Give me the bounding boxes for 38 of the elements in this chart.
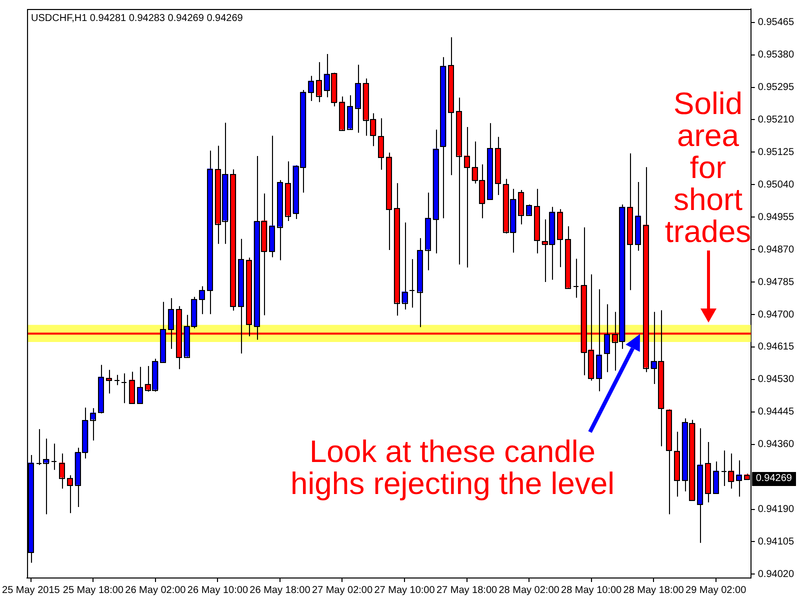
x-tick-label: 28 May 18:00 bbox=[623, 584, 684, 596]
y-tick-label: 0.95380 bbox=[758, 50, 794, 61]
y-tick-label: 0.94955 bbox=[758, 212, 794, 223]
candlestick bbox=[409, 258, 415, 308]
x-tick-label: 27 May 18:00 bbox=[436, 584, 498, 596]
y-tick-label: 0.95295 bbox=[758, 82, 794, 94]
x-tick-label: 26 May 18:00 bbox=[250, 584, 311, 596]
annotation: Solid area for short trades bbox=[664, 86, 752, 249]
y-tick-label: 0.95210 bbox=[758, 114, 794, 126]
candlestick bbox=[114, 374, 120, 386]
candlestick bbox=[121, 372, 127, 404]
x-tick-label: 29 May 02:00 bbox=[686, 584, 747, 596]
text: 0.94269 bbox=[752, 472, 796, 486]
y-tick-label: 0.94785 bbox=[758, 276, 794, 288]
x-tick-label: 25 May 2015 bbox=[2, 584, 60, 596]
y-tick-label: 0.94870 bbox=[758, 244, 794, 256]
x-tick-label: 28 May 02:00 bbox=[498, 584, 560, 596]
y-tick-label: 0.94700 bbox=[758, 309, 794, 320]
y-tick-label: 0.94190 bbox=[758, 504, 794, 516]
x-tick-label: 25 May 18:00 bbox=[62, 584, 124, 596]
x-tick-label: 26 May 02:00 bbox=[125, 584, 186, 596]
annotation: Look at these candle highs rejecting the level bbox=[290, 434, 616, 501]
y-tick-label: 0.94530 bbox=[758, 374, 794, 386]
y-tick-label: 0.94105 bbox=[758, 536, 794, 548]
y-tick-label: 0.94445 bbox=[758, 406, 794, 418]
x-tick-label: 27 May 02:00 bbox=[312, 584, 373, 596]
y-tick-label: 0.94615 bbox=[758, 342, 794, 353]
y-tick-label: 0.95125 bbox=[758, 146, 794, 158]
y-tick-label: 0.94360 bbox=[758, 439, 794, 450]
candlestick bbox=[51, 443, 57, 470]
x-tick-label: 26 May 10:00 bbox=[187, 584, 248, 596]
y-tick-label: 0.95040 bbox=[758, 179, 794, 190]
y-tick-label: 0.94020 bbox=[758, 568, 794, 580]
x-tick-label: 27 May 10:00 bbox=[374, 584, 436, 596]
candlestick bbox=[573, 258, 579, 298]
chart-title: USDCHF,H1 0.94281 0.94283 0.94269 0.94269 bbox=[31, 12, 244, 24]
x-tick-label: 28 May 10:00 bbox=[560, 584, 622, 596]
y-tick-label: 0.95465 bbox=[758, 17, 794, 28]
